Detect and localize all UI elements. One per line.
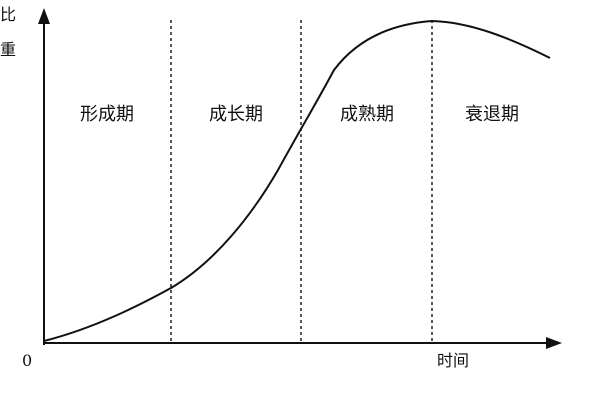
phase-label-decline: 衰退期	[465, 104, 519, 125]
y-axis-arrow	[38, 8, 50, 24]
x-axis-label: 时间	[437, 351, 469, 370]
lifecycle-curve	[43, 19, 551, 342]
phase-label-formation: 形成期	[80, 104, 134, 125]
origin-label: 0	[22, 351, 32, 370]
phase-label-growth: 成长期	[209, 104, 263, 125]
y-axis-label-char-2: 重	[0, 40, 16, 59]
phase-label-maturity: 成熟期	[340, 104, 394, 125]
y-axis-label-char-1: 比	[0, 5, 16, 24]
x-axis-arrow	[546, 337, 562, 349]
